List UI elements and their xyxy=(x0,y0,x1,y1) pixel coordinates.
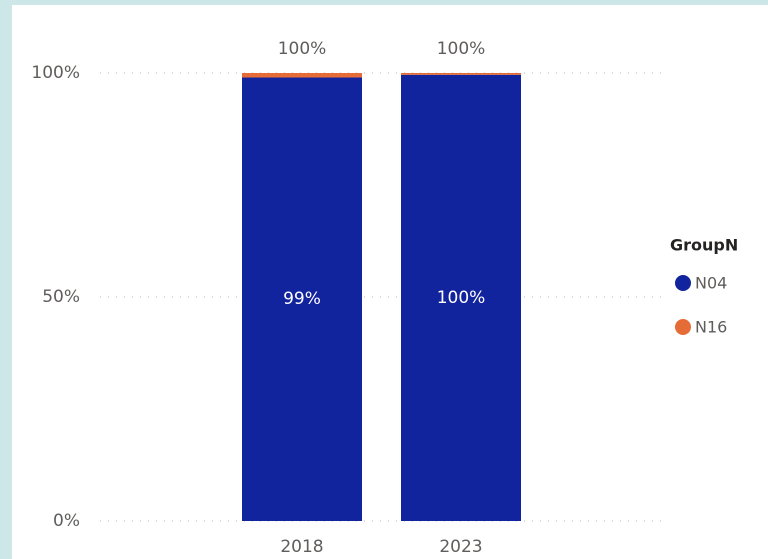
legend-marker xyxy=(675,275,691,291)
legend-label: N04 xyxy=(695,274,727,293)
bar-segment xyxy=(401,74,521,522)
total-label: 100% xyxy=(278,39,327,59)
frame-top xyxy=(0,0,768,5)
total-label: 100% xyxy=(437,39,486,59)
bar-segment xyxy=(242,77,362,521)
y-tick-label: 0% xyxy=(53,511,80,531)
frame-left xyxy=(0,0,12,559)
x-tick-label: 2023 xyxy=(439,537,482,557)
data-label: 100% xyxy=(437,288,486,308)
bar-segment xyxy=(242,73,362,78)
legend-label: N16 xyxy=(695,318,727,337)
bar-segment xyxy=(401,73,521,75)
y-tick-label: 100% xyxy=(31,63,80,83)
legend-title: GroupN xyxy=(670,236,738,255)
y-tick-label: 50% xyxy=(42,287,80,307)
data-label: 99% xyxy=(283,289,321,309)
x-tick-label: 2018 xyxy=(280,537,323,557)
legend-marker xyxy=(675,319,691,335)
